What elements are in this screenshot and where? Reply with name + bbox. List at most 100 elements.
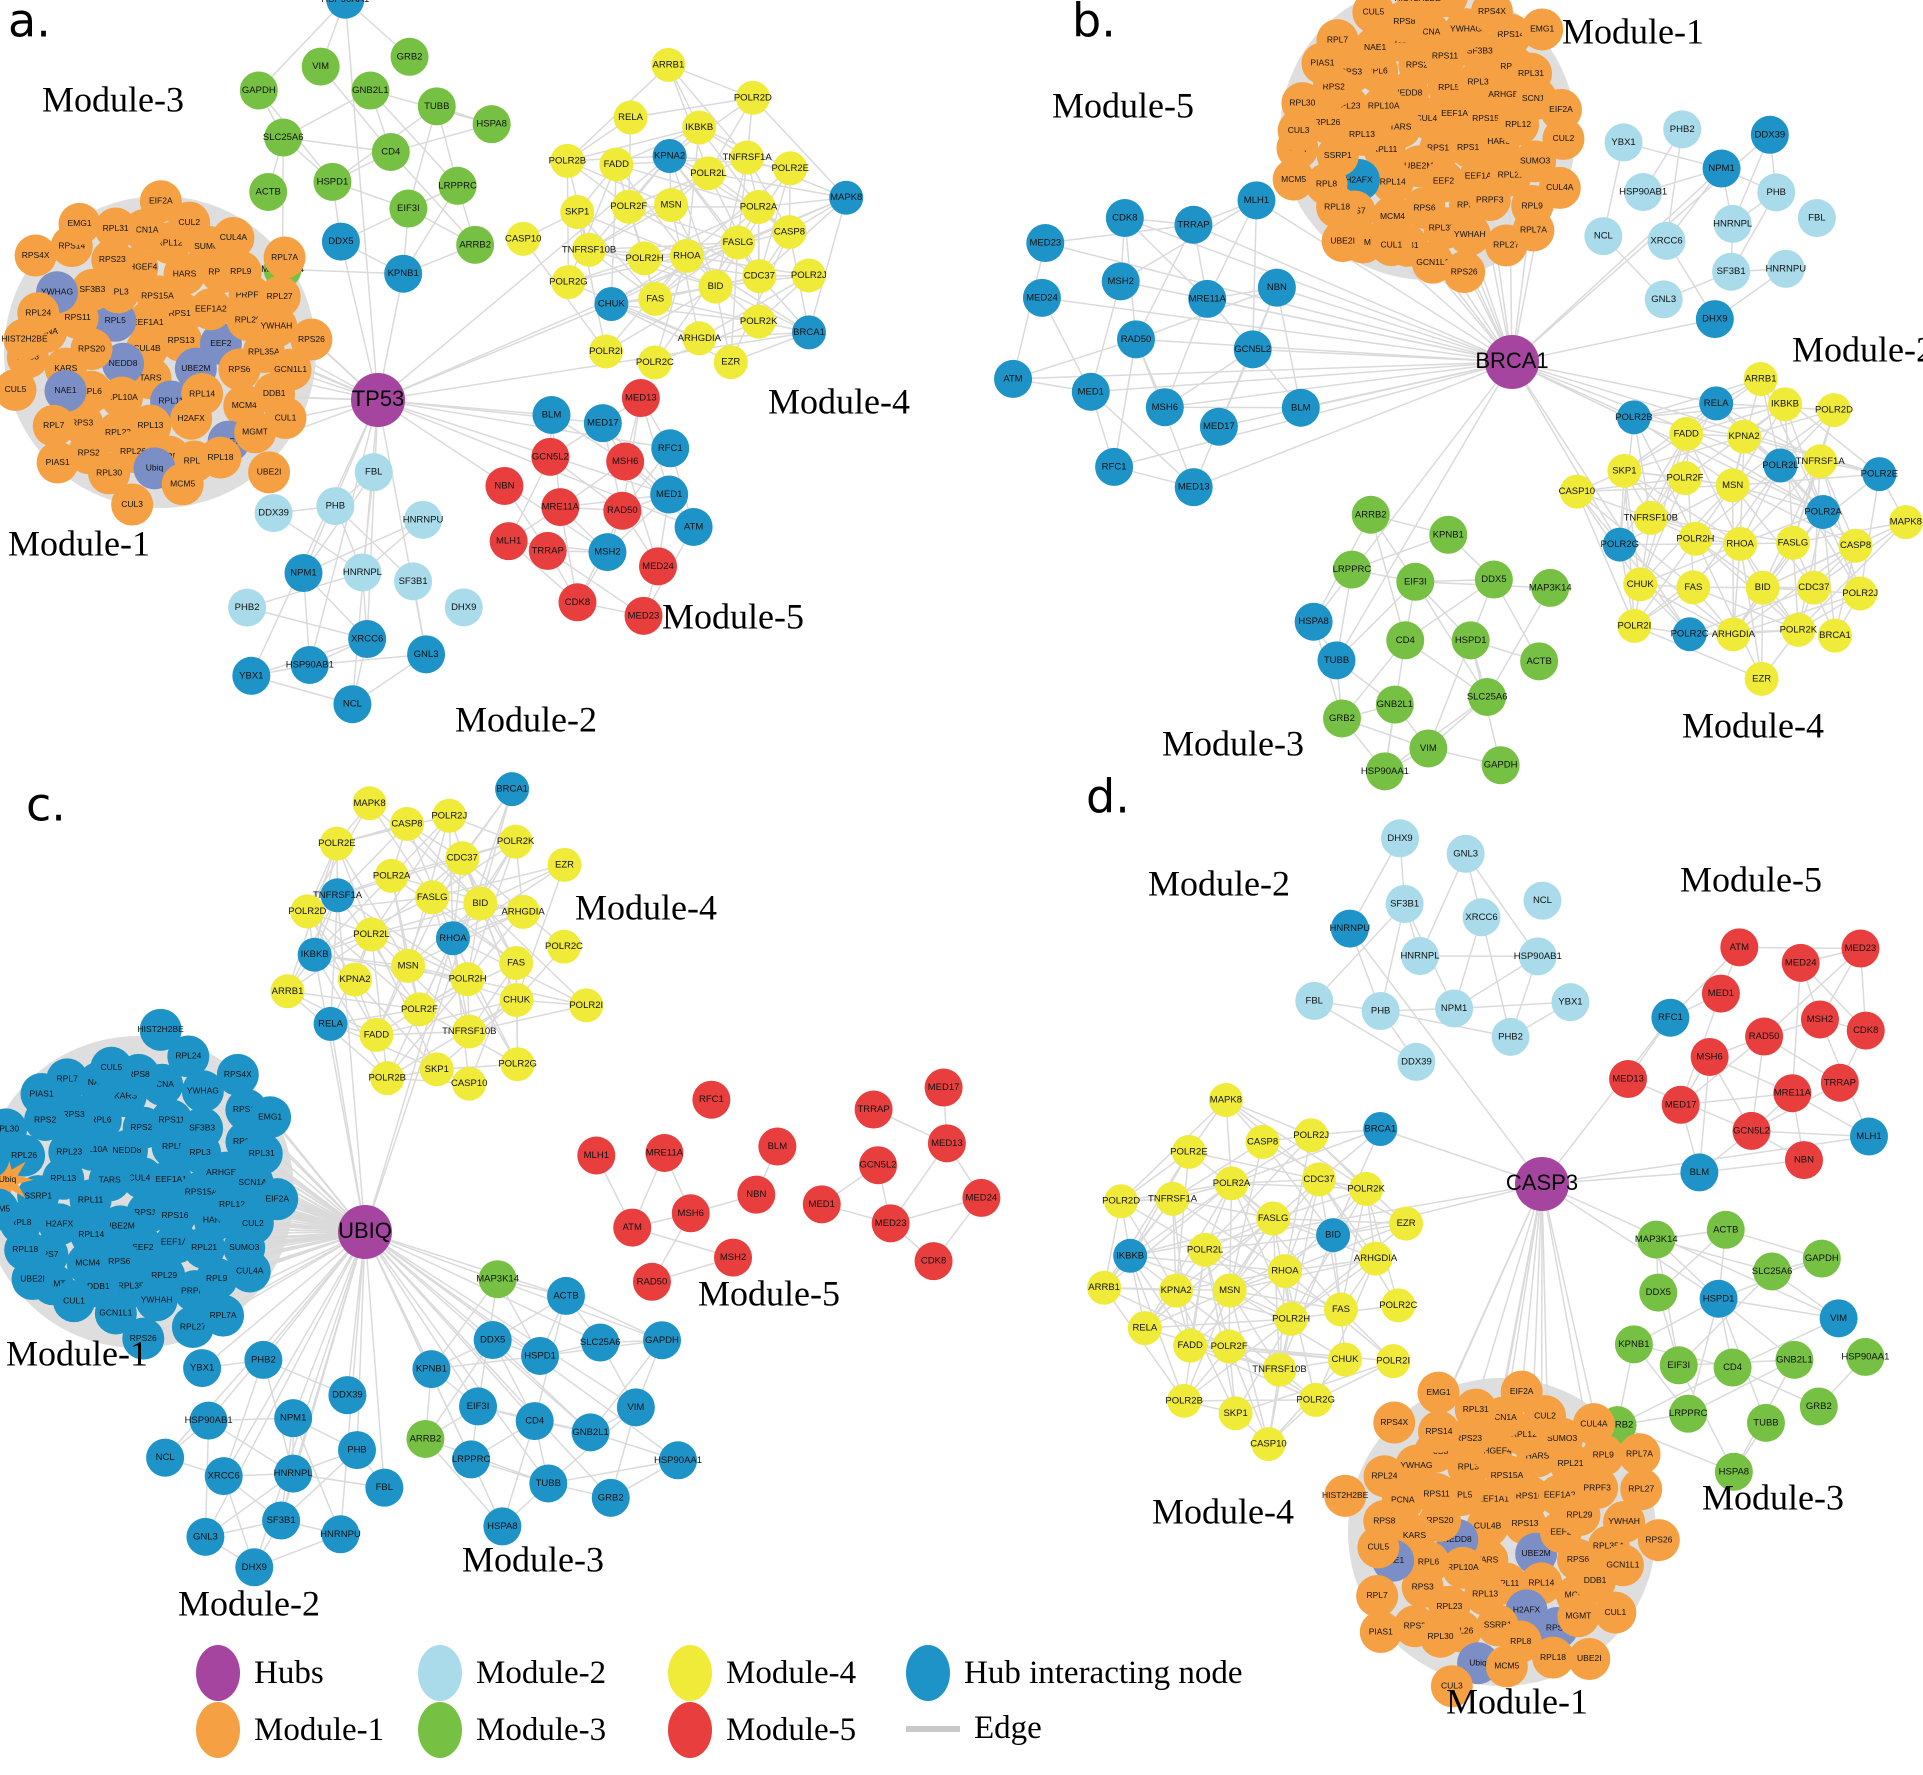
node-MAP3K14[interactable]: MAP3K14 <box>476 1260 519 1299</box>
node-KPNB1[interactable]: KPNB1 <box>1429 515 1468 554</box>
node-POLR2B[interactable]: POLR2B <box>1615 400 1653 435</box>
node-MRE11A[interactable]: MRE11A <box>541 488 580 527</box>
node-PHB[interactable]: PHB <box>316 487 355 526</box>
node-CUL1[interactable]: CUL1 <box>52 1280 95 1323</box>
node-POLR2K[interactable]: POLR2K <box>740 304 778 339</box>
node-SLC25A6[interactable]: SLC25A6 <box>263 118 304 157</box>
node-GRB2[interactable]: GRB2 <box>390 37 429 76</box>
node-POLR2F[interactable]: POLR2F <box>1666 461 1704 496</box>
node-RPL14[interactable]: RPL14 <box>1371 161 1414 204</box>
node-NCL[interactable]: NCL <box>1523 881 1562 920</box>
node-MED24[interactable]: MED24 <box>639 547 678 586</box>
node-RAD50[interactable]: RAD50 <box>1117 320 1156 359</box>
node-CDC37[interactable]: CDC37 <box>445 841 480 876</box>
node-BLM[interactable]: BLM <box>532 395 571 434</box>
node-DDX5[interactable]: DDX5 <box>1474 560 1513 599</box>
node-IKBKB[interactable]: IKBKB <box>682 110 717 145</box>
node-EIF2A[interactable]: EIF2A <box>1539 88 1582 131</box>
node-POLR2C[interactable]: POLR2C <box>636 345 674 380</box>
node-FADD[interactable]: FADD <box>1173 1328 1208 1363</box>
node-EMG1[interactable]: EMG1 <box>1417 1371 1460 1414</box>
node-GCN5L2[interactable]: GCN5L2 <box>1233 330 1272 369</box>
node-GNL3[interactable]: GNL3 <box>186 1517 225 1556</box>
node-RELA[interactable]: RELA <box>1127 1311 1162 1346</box>
node-ARRB2[interactable]: ARRB2 <box>406 1419 445 1458</box>
node-NPM1[interactable]: NPM1 <box>274 1399 313 1438</box>
node-EMG1[interactable]: EMG1 <box>249 1096 292 1139</box>
node-GAPDH[interactable]: GAPDH <box>1802 1239 1841 1278</box>
node-MED13[interactable]: MED13 <box>1174 468 1213 507</box>
node-POLR2L[interactable]: POLR2L <box>690 156 727 191</box>
node-ARRB2[interactable]: ARRB2 <box>1351 495 1390 534</box>
node-MCM5[interactable]: MCM5 <box>0 1188 19 1231</box>
node-SKP1[interactable]: SKP1 <box>1218 1396 1253 1431</box>
node-DHX9[interactable]: DHX9 <box>235 1548 274 1587</box>
node-KPNA2[interactable]: KPNA2 <box>1727 419 1762 454</box>
node-FASLG[interactable]: FASLG <box>1256 1201 1291 1236</box>
node-HNRNPU[interactable]: HNRNPU <box>1765 249 1806 288</box>
node-FBL[interactable]: FBL <box>365 1468 404 1507</box>
node-H2AFX[interactable]: H2AFX <box>170 397 213 440</box>
node-DHX9[interactable]: DHX9 <box>1695 300 1734 339</box>
node-DDX39[interactable]: DDX39 <box>1750 115 1789 154</box>
node-BRCA1[interactable]: BRCA1 <box>495 772 530 807</box>
node-PHB[interactable]: PHB <box>338 1431 377 1470</box>
node-RAD50[interactable]: RAD50 <box>632 1262 671 1301</box>
node-POLR2K[interactable]: POLR2K <box>497 824 535 859</box>
node-POLR2E[interactable]: POLR2E <box>771 151 809 186</box>
node-RPL18[interactable]: RPL18 <box>1316 186 1359 229</box>
node-FADD[interactable]: FADD <box>359 1017 394 1052</box>
node-HSP90AA1[interactable]: HSP90AA1 <box>1361 752 1409 791</box>
node-RPL24[interactable]: RPL24 <box>167 1035 210 1078</box>
node-NAE1[interactable]: NAE1 <box>1354 26 1397 69</box>
node-GNL3[interactable]: GNL3 <box>407 635 446 674</box>
node-CD4[interactable]: CD4 <box>1713 1348 1752 1387</box>
node-HSP90AA1[interactable]: HSP90AA1 <box>321 0 369 19</box>
node-RPL24[interactable]: RPL24 <box>1363 1455 1406 1498</box>
node-CUL5[interactable]: CUL5 <box>1352 0 1395 34</box>
node-RPL31[interactable]: RPL31 <box>1454 1388 1497 1431</box>
node-MED24[interactable]: MED24 <box>1022 278 1061 317</box>
node-HSP90AA1[interactable]: HSP90AA1 <box>654 1441 702 1480</box>
node-CASP8[interactable]: CASP8 <box>1245 1124 1280 1159</box>
node-MCM5[interactable]: MCM5 <box>1272 158 1315 201</box>
node-CDK8[interactable]: CDK8 <box>558 583 597 622</box>
node-RAD50[interactable]: RAD50 <box>1745 1017 1784 1056</box>
node-RELA[interactable]: RELA <box>313 1006 348 1041</box>
node-PHB2[interactable]: PHB2 <box>244 1340 283 1379</box>
node-POLR2C[interactable]: POLR2C <box>1379 1288 1417 1323</box>
node-EIF2A[interactable]: EIF2A <box>256 1178 299 1221</box>
node-ATM[interactable]: ATM <box>674 507 713 546</box>
node-TUBB[interactable]: TUBB <box>417 87 456 126</box>
node-YWHAH[interactable]: YWHAH <box>135 1279 178 1322</box>
node-NBN[interactable]: NBN <box>1257 268 1296 307</box>
node-POLR2A[interactable]: POLR2A <box>373 858 411 893</box>
node-HNRNPL[interactable]: HNRNPL <box>343 553 382 592</box>
node-MLH1[interactable]: MLH1 <box>577 1136 616 1175</box>
node-RPL30[interactable]: RPL30 <box>1419 1615 1462 1658</box>
node-MED1[interactable]: MED1 <box>1701 974 1740 1013</box>
node-CASP8[interactable]: CASP8 <box>772 215 807 250</box>
node-HNRNPU[interactable]: HNRNPU <box>1330 909 1371 948</box>
node-ARHGDIA[interactable]: ARHGDIA <box>501 894 545 929</box>
node-CUL5[interactable]: CUL5 <box>1357 1526 1400 1569</box>
node-TUBB[interactable]: TUBB <box>529 1464 568 1503</box>
node-VIM[interactable]: VIM <box>616 1388 655 1427</box>
node-RPL7A[interactable]: RPL7A <box>1512 209 1555 252</box>
node-XRCC6[interactable]: XRCC6 <box>1462 898 1501 937</box>
node-IKBKB[interactable]: IKBKB <box>297 937 332 972</box>
node-IKBKB[interactable]: IKBKB <box>1768 387 1803 422</box>
node-RPS23[interactable]: RPS23 <box>91 238 134 281</box>
node-POLR2D[interactable]: POLR2D <box>1102 1184 1140 1219</box>
node-EIF3I[interactable]: EIF3I <box>389 189 428 228</box>
node-POLR2G[interactable]: POLR2G <box>1296 1382 1335 1417</box>
node-FASLG[interactable]: FASLG <box>720 225 755 260</box>
node-YWHAH[interactable]: YWHAH <box>1448 213 1491 256</box>
node-RPL30[interactable]: RPL30 <box>88 452 131 495</box>
node-BRCA1[interactable]: BRCA1 <box>1363 1112 1398 1147</box>
node-CD4[interactable]: CD4 <box>515 1402 554 1441</box>
node-TNFRSF10B[interactable]: TNFRSF10B <box>1252 1352 1307 1387</box>
node-POLR2A[interactable]: POLR2A <box>740 190 778 225</box>
node-POLR2J[interactable]: POLR2J <box>1293 1118 1329 1153</box>
node-FASLG[interactable]: FASLG <box>1775 525 1810 560</box>
